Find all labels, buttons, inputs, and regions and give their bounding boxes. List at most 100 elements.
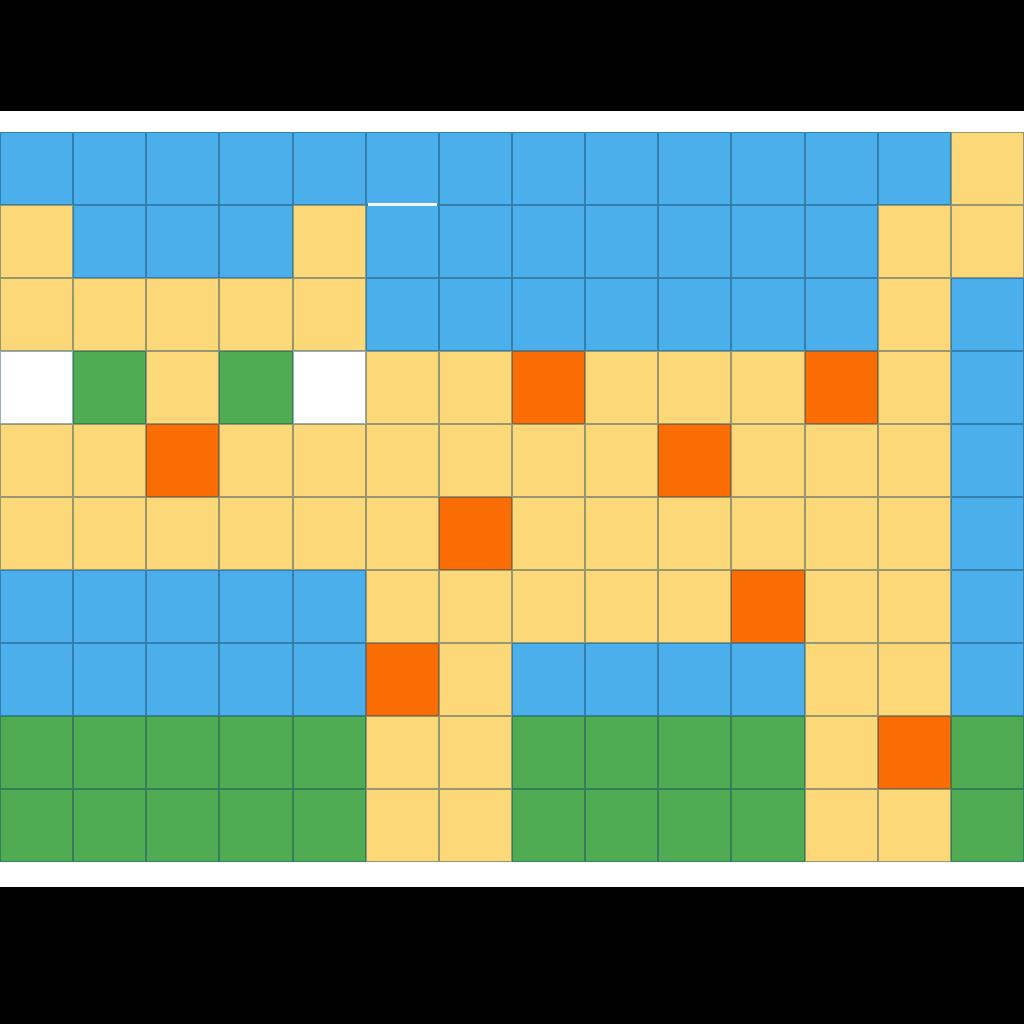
pixel-cell[interactable] [365, 789, 439, 862]
pixel-cell[interactable] [731, 205, 805, 278]
pixel-cell[interactable] [585, 278, 659, 351]
pixel-cell[interactable] [877, 424, 951, 497]
pixel-cell[interactable] [292, 132, 366, 205]
pixel-cell[interactable] [146, 570, 220, 643]
pixel-cell[interactable] [658, 132, 732, 205]
pixel-cell[interactable] [658, 570, 732, 643]
pixel-cell[interactable] [804, 132, 878, 205]
pixel-cell[interactable] [0, 789, 74, 862]
pixel-cell[interactable] [512, 278, 586, 351]
pixel-cell[interactable] [438, 643, 512, 716]
pixel-cell[interactable] [0, 716, 74, 789]
pixel-cell[interactable] [292, 351, 366, 424]
pixel-cell[interactable] [950, 497, 1024, 570]
pixel-cell[interactable] [804, 643, 878, 716]
pixel-cell[interactable] [73, 205, 147, 278]
pixel-cell[interactable] [365, 132, 439, 205]
pixel-cell[interactable] [585, 205, 659, 278]
pixel-cell[interactable] [877, 570, 951, 643]
pixel-cell[interactable] [219, 278, 293, 351]
pixel-cell[interactable] [146, 132, 220, 205]
pixel-cell[interactable] [731, 351, 805, 424]
pixel-cell[interactable] [73, 132, 147, 205]
pixel-cell[interactable] [73, 497, 147, 570]
pixel-cell[interactable] [73, 424, 147, 497]
pixel-cell[interactable] [950, 643, 1024, 716]
pixel-cell[interactable] [0, 205, 74, 278]
pixel-cell[interactable] [146, 351, 220, 424]
pixel-cell[interactable] [438, 497, 512, 570]
pixel-cell[interactable] [877, 643, 951, 716]
pixel-cell[interactable] [292, 497, 366, 570]
pixel-cell[interactable] [219, 716, 293, 789]
pixel-cell[interactable] [804, 424, 878, 497]
pixel-cell[interactable] [0, 351, 74, 424]
pixel-cell[interactable] [146, 497, 220, 570]
pixel-cell[interactable] [877, 716, 951, 789]
pixel-cell[interactable] [512, 643, 586, 716]
pixel-cell[interactable] [438, 789, 512, 862]
pixel-cell[interactable] [658, 205, 732, 278]
pixel-cell[interactable] [438, 351, 512, 424]
pixel-cell[interactable] [365, 351, 439, 424]
pixel-cell[interactable] [512, 570, 586, 643]
pixel-cell[interactable] [438, 570, 512, 643]
pixel-cell[interactable] [219, 351, 293, 424]
pixel-cell[interactable] [950, 278, 1024, 351]
pixel-cell[interactable] [585, 351, 659, 424]
pixel-cell[interactable] [585, 789, 659, 862]
pixel-cell[interactable] [512, 789, 586, 862]
pixel-cell[interactable] [219, 205, 293, 278]
pixel-cell[interactable] [0, 643, 74, 716]
pixel-cell[interactable] [731, 424, 805, 497]
pixel-cell[interactable] [877, 278, 951, 351]
pixel-cell[interactable] [658, 716, 732, 789]
pixel-cell[interactable] [585, 497, 659, 570]
pixel-cell[interactable] [146, 205, 220, 278]
pixel-cell[interactable] [804, 278, 878, 351]
pixel-cell[interactable] [950, 716, 1024, 789]
pixel-cell[interactable] [950, 205, 1024, 278]
pixel-cell[interactable] [219, 497, 293, 570]
pixel-cell[interactable] [292, 205, 366, 278]
pixel-cell[interactable] [658, 643, 732, 716]
pixel-cell[interactable] [804, 789, 878, 862]
pixel-cell[interactable] [73, 351, 147, 424]
pixel-cell[interactable] [219, 424, 293, 497]
pixel-cell[interactable] [804, 716, 878, 789]
pixel-cell[interactable] [512, 424, 586, 497]
pixel-cell[interactable] [219, 570, 293, 643]
pixel-cell[interactable] [73, 278, 147, 351]
pixel-cell[interactable] [658, 278, 732, 351]
pixel-cell[interactable] [365, 716, 439, 789]
pixel-cell[interactable] [512, 132, 586, 205]
pixel-cell[interactable] [950, 789, 1024, 862]
pixel-cell[interactable] [438, 278, 512, 351]
pixel-cell[interactable] [731, 789, 805, 862]
pixel-cell[interactable] [146, 789, 220, 862]
pixel-cell[interactable] [438, 716, 512, 789]
pixel-cell[interactable] [292, 278, 366, 351]
pixel-cell[interactable] [512, 351, 586, 424]
pixel-cell[interactable] [804, 570, 878, 643]
pixel-cell[interactable] [804, 351, 878, 424]
pixel-cell[interactable] [512, 497, 586, 570]
pixel-cell[interactable] [804, 205, 878, 278]
pixel-cell[interactable] [731, 132, 805, 205]
pixel-cell[interactable] [365, 278, 439, 351]
pixel-cell[interactable] [146, 643, 220, 716]
pixel-cell[interactable] [877, 205, 951, 278]
pixel-cell[interactable] [0, 497, 74, 570]
pixel-cell[interactable] [512, 716, 586, 789]
pixel-cell[interactable] [365, 424, 439, 497]
pixel-cell[interactable] [219, 643, 293, 716]
pixel-cell[interactable] [585, 570, 659, 643]
pixel-cell[interactable] [0, 278, 74, 351]
pixel-cell[interactable] [950, 132, 1024, 205]
pixel-cell[interactable] [950, 351, 1024, 424]
pixel-cell[interactable] [0, 132, 74, 205]
pixel-cell[interactable] [0, 570, 74, 643]
pixel-cell[interactable] [950, 424, 1024, 497]
pixel-cell[interactable] [292, 789, 366, 862]
pixel-cell[interactable] [73, 643, 147, 716]
